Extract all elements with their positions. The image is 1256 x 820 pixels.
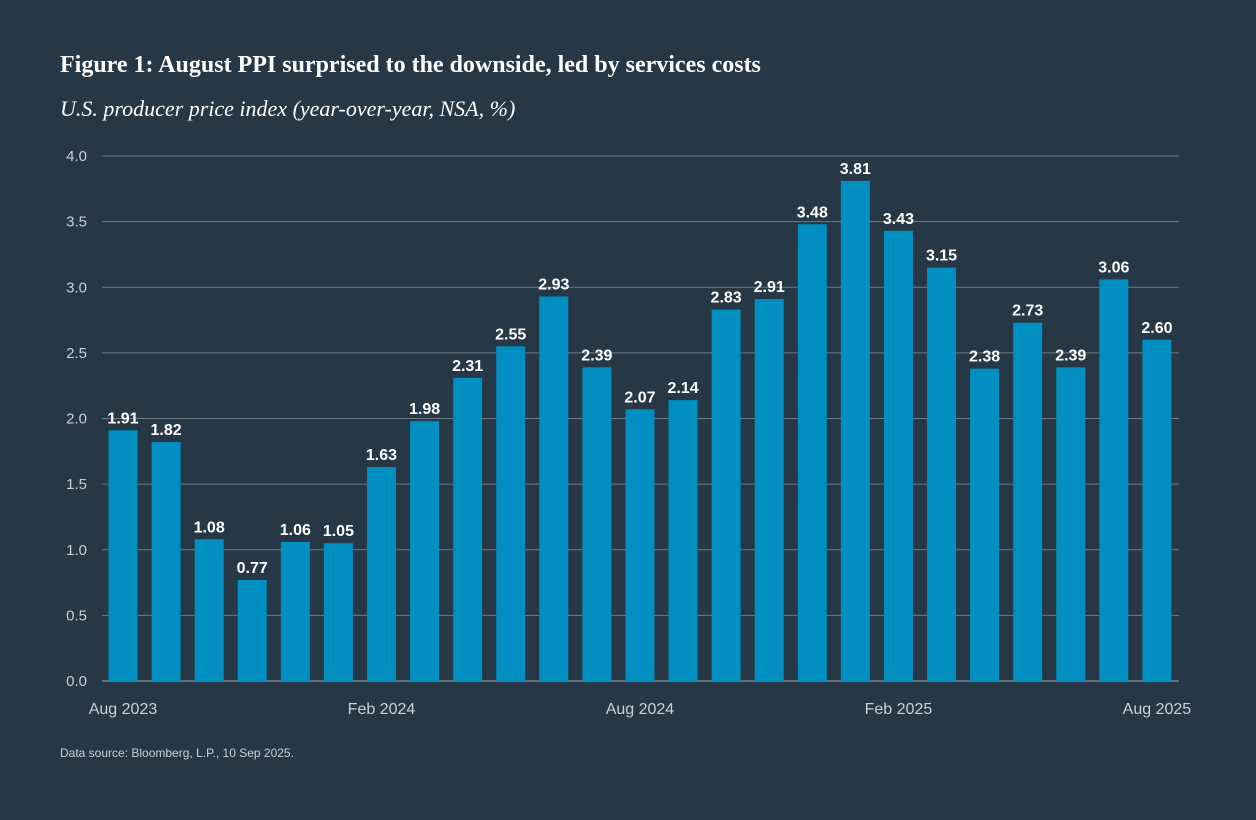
y-tick-label: 1.5 bbox=[66, 476, 87, 493]
data-label: 2.60 bbox=[1141, 320, 1172, 337]
x-tick-label: Aug 2023 bbox=[89, 701, 158, 718]
bar bbox=[1013, 322, 1043, 681]
bar bbox=[625, 409, 655, 681]
bar bbox=[496, 346, 526, 681]
data-label: 1.06 bbox=[280, 522, 311, 539]
data-label: 2.31 bbox=[452, 358, 483, 375]
data-label: 3.15 bbox=[926, 248, 957, 265]
y-tick-label: 2.5 bbox=[66, 345, 87, 362]
data-label: 1.98 bbox=[409, 401, 440, 418]
x-tick-label: Aug 2024 bbox=[606, 701, 675, 718]
data-label: 2.07 bbox=[624, 389, 655, 406]
data-label: 2.91 bbox=[754, 279, 785, 296]
bar bbox=[410, 421, 440, 681]
bar bbox=[1099, 279, 1129, 681]
data-labels: 1.91 1.82 1.08 0.77 1.06 1.05 1.63 1.98 2.31 2.55… bbox=[107, 161, 1172, 577]
data-label: 3.06 bbox=[1098, 259, 1129, 276]
bar bbox=[237, 579, 267, 681]
bar bbox=[840, 180, 870, 681]
data-label: 1.08 bbox=[194, 519, 225, 536]
x-tick-label: Feb 2025 bbox=[865, 701, 933, 718]
y-tick-label: 0.5 bbox=[66, 607, 87, 624]
data-label: 1.82 bbox=[151, 422, 182, 439]
data-label: 3.43 bbox=[883, 211, 914, 228]
data-label: 0.77 bbox=[237, 560, 268, 577]
bar bbox=[1056, 367, 1086, 681]
data-label: 1.05 bbox=[323, 523, 354, 540]
data-label: 2.55 bbox=[495, 326, 526, 343]
bar bbox=[711, 309, 741, 681]
bar bbox=[883, 230, 913, 681]
bar bbox=[151, 442, 181, 681]
data-label: 2.38 bbox=[969, 349, 1000, 366]
y-tick-label: 2.0 bbox=[66, 411, 87, 428]
data-label: 1.63 bbox=[366, 447, 397, 464]
data-label: 2.83 bbox=[711, 290, 742, 307]
y-tick-label: 3.0 bbox=[66, 279, 87, 296]
data-label: 3.81 bbox=[840, 161, 871, 178]
y-tick-label: 1.0 bbox=[66, 542, 87, 559]
bar bbox=[194, 539, 224, 681]
bar bbox=[1142, 339, 1172, 681]
bar bbox=[797, 224, 827, 681]
x-tick-label: Feb 2024 bbox=[348, 701, 416, 718]
bar bbox=[366, 467, 396, 681]
bar bbox=[582, 367, 612, 681]
data-label: 1.91 bbox=[107, 410, 138, 427]
bar bbox=[539, 296, 569, 681]
data-label: 2.39 bbox=[1055, 347, 1086, 364]
bar bbox=[323, 543, 353, 681]
data-label: 3.48 bbox=[797, 204, 828, 221]
y-axis-ticks: 0.0 0.5 1.0 1.5 2.0 2.5 3.0 3.5 4.0 bbox=[66, 148, 87, 690]
data-label: 2.73 bbox=[1012, 303, 1043, 320]
y-tick-label: 3.5 bbox=[66, 214, 87, 231]
bar bbox=[754, 299, 784, 681]
data-label: 2.93 bbox=[538, 276, 569, 293]
data-label: 2.14 bbox=[667, 380, 698, 397]
chart-title: Figure 1: August PPI surprised to the do… bbox=[60, 52, 761, 78]
data-label: 2.39 bbox=[581, 347, 612, 364]
bar bbox=[970, 368, 1000, 681]
data-source-note: Data source: Bloomberg, L.P., 10 Sep 202… bbox=[60, 746, 294, 760]
bar bbox=[668, 400, 698, 681]
x-tick-label: Aug 2025 bbox=[1123, 701, 1192, 718]
y-tick-label: 4.0 bbox=[66, 148, 87, 165]
bar bbox=[280, 541, 310, 681]
bar bbox=[927, 267, 957, 681]
bars bbox=[108, 180, 1172, 681]
bar bbox=[108, 430, 138, 681]
chart-subtitle: U.S. producer price index (year-over-yea… bbox=[60, 96, 516, 121]
x-axis-ticks: Aug 2023 Feb 2024 Aug 2024 Feb 2025 Aug 2025 bbox=[89, 701, 1192, 718]
bar bbox=[453, 377, 483, 681]
y-tick-label: 0.0 bbox=[66, 673, 87, 690]
